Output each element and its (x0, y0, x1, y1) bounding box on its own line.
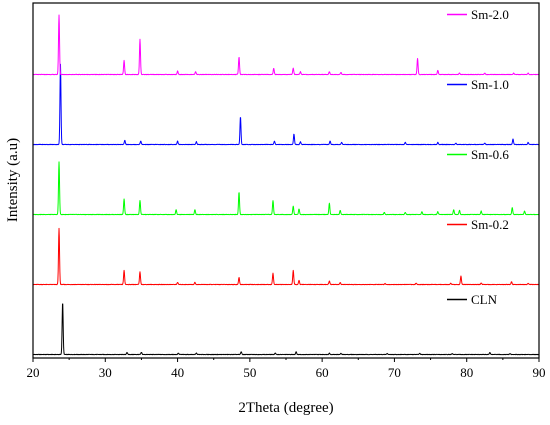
series-line-sm-0-2 (32, 227, 540, 286)
x-axis-title: 2Theta (degree) (238, 400, 333, 416)
legend-label-sm-0-6: Sm-0.6 (471, 147, 509, 162)
series-line-sm-1-0 (32, 63, 540, 146)
x-tick-label-50: 50 (243, 365, 256, 380)
legend-item-sm-0-2: Sm-0.2 (447, 217, 509, 232)
axis-layer: 20 30 40 50 60 70 80 90 (27, 358, 546, 380)
legend-item-sm-1-0: Sm-1.0 (447, 77, 509, 92)
legend-label-sm-1-0: Sm-1.0 (471, 77, 509, 92)
legend-item-cln: CLN (447, 292, 498, 307)
series-line-sm-0-6 (32, 161, 540, 216)
x-tick-label-60: 60 (316, 365, 329, 380)
y-axis-title: Intensity (a.u) (5, 138, 21, 222)
legend-label-sm-2-0: Sm-2.0 (471, 7, 509, 22)
x-tick-label-70: 70 (388, 365, 401, 380)
series-line-cln (32, 303, 540, 356)
x-tick-label-90: 90 (533, 365, 546, 380)
legend-item-sm-2-0: Sm-2.0 (447, 7, 509, 22)
series-line-sm-2-0 (32, 14, 540, 76)
plot-frame (32, 2, 540, 359)
legend-label-sm-0-2: Sm-0.2 (471, 217, 509, 232)
x-tick-label-80: 80 (460, 365, 473, 380)
x-tick-label-40: 40 (171, 365, 184, 380)
x-tick-label-20: 20 (27, 365, 40, 380)
legend-item-sm-0-6: Sm-0.6 (447, 147, 509, 162)
legend-label-cln: CLN (471, 292, 498, 307)
x-tick-label-30: 30 (99, 365, 112, 380)
plot-layer (32, 14, 540, 356)
legend-layer: CLN Sm-0.2 Sm-0.6 Sm-1.0 Sm-2.0 (447, 7, 509, 307)
